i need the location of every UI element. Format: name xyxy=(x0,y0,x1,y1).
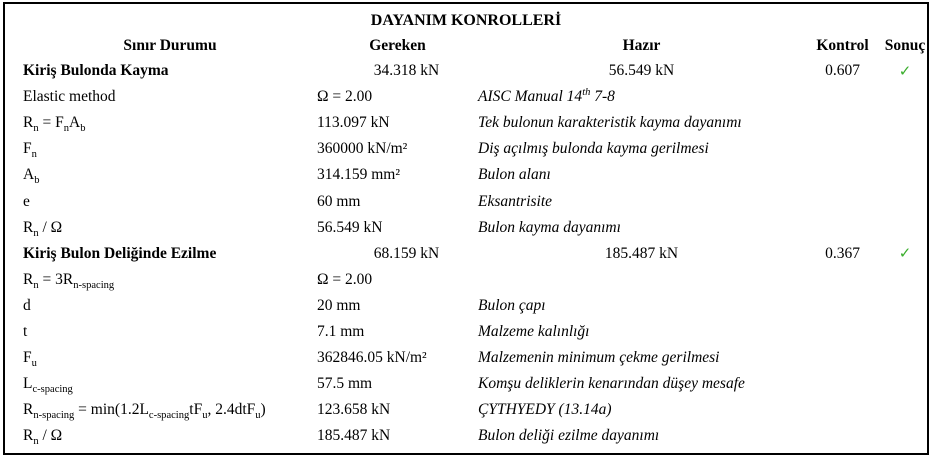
table-row: Rn-spacing = min(1.2Lc-spacingtFu, 2.4dt… xyxy=(5,397,927,423)
description-text: Bulon çapı xyxy=(478,296,546,314)
table-row: Kiriş Bulonda Kayma 34.318 kN 56.549 kN 0.6… xyxy=(5,58,927,84)
required-value: 314.159 mm² xyxy=(317,166,401,184)
parameter-formula: Rn / Ω xyxy=(23,218,63,239)
table-row: Fu 362846.05 kN/m² Malzemenin minimum çekm… xyxy=(5,345,927,371)
parameter-formula: d xyxy=(23,296,31,314)
description-text: Tek bulonun karakteristik kayma dayanımı xyxy=(478,114,742,132)
description-text: ÇYTHYEDY (13.14a) xyxy=(478,401,612,419)
parameter-formula: Elastic method xyxy=(23,88,116,106)
parameter-formula: Rn-spacing = min(1.2Lc-spacingtFu, 2.4dt… xyxy=(23,401,266,422)
required-value: 68.159 kN xyxy=(373,244,440,262)
required-value: 113.097 kN xyxy=(317,114,390,132)
column-header-available: Hazır xyxy=(622,37,661,54)
required-value: Ω = 2.00 xyxy=(317,270,373,288)
description-text: Bulon deliği ezilme dayanımı xyxy=(478,427,660,445)
table-row: e 60 mm Eksantrisite xyxy=(5,188,927,214)
parameter-formula: Rn = FnAb xyxy=(23,114,86,135)
required-value: 7.1 mm xyxy=(317,322,365,340)
table-row: t 7.1 mm Malzeme kalınlığı xyxy=(5,319,927,345)
table-row: Rn = FnAb 113.097 kN Tek bulonun karakteri… xyxy=(5,110,927,136)
required-value: 20 mm xyxy=(317,296,361,314)
parameter-formula: t xyxy=(23,322,28,340)
description-text: Diş açılmış bulonda kayma gerilmesi xyxy=(478,140,709,158)
limit-state-name: Kiriş Bulonda Kayma xyxy=(23,62,169,80)
pass-check-icon: ✓ xyxy=(898,61,912,80)
required-value: Ω = 2.00 xyxy=(317,88,373,106)
table-header-row: Sınır Durumu Gereken Hazır Kontrol Sonuç xyxy=(5,34,927,58)
description-text: Malzeme kalınlığı xyxy=(478,322,590,340)
required-value: 57.5 mm xyxy=(317,375,373,393)
limit-state-name: Kiriş Bulon Deliğinde Ezilme xyxy=(23,244,217,262)
table-row: Ab 314.159 mm² Bulon alanı xyxy=(5,162,927,188)
required-value: 362846.05 kN/m² xyxy=(317,349,427,367)
description-text: Malzemenin minimum çekme gerilmesi xyxy=(478,349,720,367)
table-row: Fn 360000 kN/m² Diş açılmış bulonda kayma … xyxy=(5,136,927,162)
required-value: 34.318 kN xyxy=(373,62,440,80)
description-text: Bulon kayma dayanımı xyxy=(478,218,621,236)
column-header-result: Sonuç xyxy=(884,37,926,54)
table-row: Kiriş Bulon Deliğinde Ezilme 68.159 kN 185… xyxy=(5,241,927,267)
table-row: Rn / Ω 185.487 kN Bulon deliği ezilme daya… xyxy=(5,423,927,449)
ratio-value: 0.367 xyxy=(825,244,860,262)
parameter-formula: Fn xyxy=(23,140,37,161)
table-row: Rn / Ω 56.549 kN Bulon kayma dayanımı xyxy=(5,215,927,241)
available-value: 56.549 kN xyxy=(608,62,675,80)
strength-checks-panel: DAYANIM KONROLLERİ Sınır Durumu Gereken … xyxy=(3,2,929,455)
result-cell: ✓ xyxy=(880,62,930,81)
description-text: Bulon alanı xyxy=(478,166,551,184)
required-value: 185.487 kN xyxy=(317,427,391,445)
ratio-value: 0.607 xyxy=(825,62,860,80)
description-text: Eksantrisite xyxy=(478,192,553,210)
required-value: 56.549 kN xyxy=(317,218,383,236)
column-header-ratio: Kontrol xyxy=(816,37,869,54)
parameter-formula: Rn / Ω xyxy=(23,427,63,448)
pass-check-icon: ✓ xyxy=(898,244,912,263)
table-row: Elastic method Ω = 2.00 AISC Manual 14th 7… xyxy=(5,84,927,110)
table-row: d 20 mm Bulon çapı xyxy=(5,293,927,319)
parameter-formula: Rn = 3Rn-spacing xyxy=(23,270,115,291)
required-value: 360000 kN/m² xyxy=(317,140,408,158)
parameter-formula: e xyxy=(23,192,30,210)
table-row: Rn = 3Rn-spacing Ω = 2.00 xyxy=(5,267,927,293)
panel-title: DAYANIM KONROLLERİ xyxy=(370,12,562,29)
parameter-formula: Lc-spacing xyxy=(23,375,73,396)
column-header-limit-state: Sınır Durumu xyxy=(123,37,217,54)
required-value: 123.658 kN xyxy=(317,401,391,419)
table-body: Kiriş Bulonda Kayma 34.318 kN 56.549 kN 0.6… xyxy=(5,58,927,449)
parameter-formula: Ab xyxy=(23,166,40,187)
column-header-required: Gereken xyxy=(369,37,426,54)
result-cell: ✓ xyxy=(880,244,930,263)
parameter-formula: Fu xyxy=(23,349,37,370)
description-text: Komşu deliklerin kenarından düşey mesafe xyxy=(478,375,745,393)
description-text: AISC Manual 14th 7-8 xyxy=(478,86,615,106)
required-value: 60 mm xyxy=(317,192,361,210)
available-value: 185.487 kN xyxy=(604,244,679,262)
table-row: Lc-spacing 57.5 mm Komşu deliklerin kenarı… xyxy=(5,371,927,397)
